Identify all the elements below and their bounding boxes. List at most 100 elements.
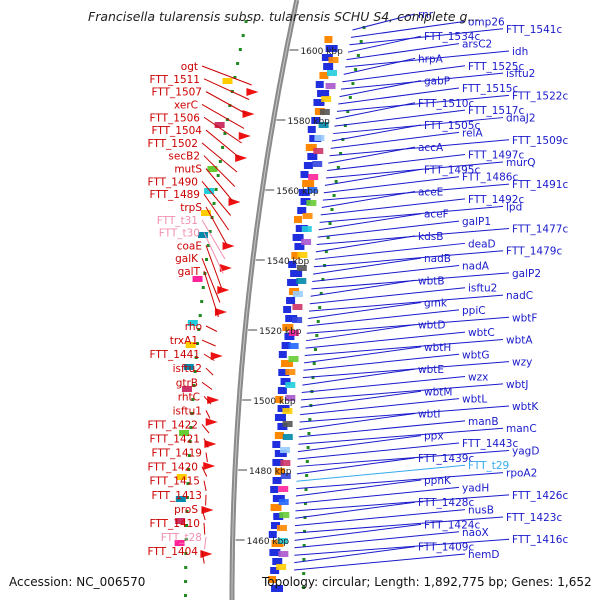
gene-label-right: kdsB <box>418 231 443 243</box>
gene-label-right: wbtJ <box>506 379 528 391</box>
leader-line-right <box>309 287 466 305</box>
gene-label-right: aceF <box>424 209 449 221</box>
gene-label-right: wbtH <box>424 342 451 354</box>
leader-line-right <box>308 294 504 312</box>
track-dot <box>346 110 350 113</box>
track-dot <box>192 384 196 387</box>
feature-block <box>272 558 283 565</box>
feature-block <box>207 166 218 172</box>
feature-block <box>280 447 291 453</box>
gene-label-right: FTT_1486c <box>462 172 518 184</box>
gene-label-right: hrpA <box>418 53 444 65</box>
feature-block <box>272 477 282 484</box>
feature-block <box>270 504 282 511</box>
feature-arrow-reverse <box>219 264 232 272</box>
track-dot <box>236 62 240 65</box>
leader-line-right <box>294 516 504 534</box>
gene-label-left: FTT_1504 <box>152 125 203 137</box>
feature-block <box>283 306 292 313</box>
leader-line-right <box>323 176 460 194</box>
feature-block <box>271 540 284 547</box>
feature-block <box>197 232 208 238</box>
feature-block <box>280 460 291 466</box>
feature-block <box>280 378 291 385</box>
feature-block <box>278 369 290 376</box>
track-dot <box>184 566 188 569</box>
gene-label-right: FTT_1479c <box>506 246 562 258</box>
track-dot <box>189 426 193 429</box>
feature-block <box>277 423 288 430</box>
leader-line-right <box>349 28 504 46</box>
leader-line-left <box>201 180 231 216</box>
track-dot <box>356 54 360 57</box>
feature-block <box>308 174 319 180</box>
feature-block <box>302 213 313 219</box>
leader-line-right <box>308 301 422 319</box>
track-dot <box>332 194 336 197</box>
track-dot <box>184 552 188 555</box>
gene-label-right: wbtM <box>424 386 452 398</box>
feature-block <box>326 70 337 76</box>
gene-label-right: galP1 <box>462 216 491 228</box>
track-dot <box>221 146 225 149</box>
track-dot <box>315 334 319 337</box>
tick-label: 1580 kbp <box>287 117 330 127</box>
leader-line-right <box>346 43 460 61</box>
feature-arrow-reverse <box>222 242 235 250</box>
gene-label-left: FTT_1415 <box>150 476 200 488</box>
leader-line-right <box>347 35 422 53</box>
track-dot <box>194 356 198 359</box>
leader-line-right <box>295 501 416 519</box>
feature-block <box>285 395 296 401</box>
gene-label-right: ppx <box>424 431 444 443</box>
gene-label-right: yagD <box>512 445 539 457</box>
gene-label-left: FTT_t30 <box>159 228 200 240</box>
feature-block <box>274 432 284 439</box>
track-dot <box>339 152 343 155</box>
feature-block <box>268 531 277 538</box>
feature-block <box>317 90 330 97</box>
feature-block <box>291 252 301 259</box>
leader-line-right <box>298 427 504 445</box>
leader-line-left <box>203 480 207 492</box>
leader-line-left <box>205 129 240 158</box>
gene-label-right: FTT_1492c <box>468 194 524 206</box>
feature-block <box>272 441 281 448</box>
feature-block <box>282 408 293 414</box>
track-dot <box>343 124 347 127</box>
gene-label-left: FTT_1419 <box>152 448 202 460</box>
track-dot <box>303 502 307 505</box>
feature-block <box>306 200 317 206</box>
leader-line-right <box>313 257 422 275</box>
feature-block <box>274 468 285 475</box>
gene-label-right: FTT_1522c <box>512 90 568 102</box>
feature-block <box>328 57 339 63</box>
leader-line-right <box>296 472 504 490</box>
feature-block <box>324 36 333 43</box>
feature-block <box>321 96 332 102</box>
backbone-highlight <box>231 0 298 600</box>
leader-line-left <box>201 466 208 477</box>
leader-line-right <box>295 486 460 504</box>
feature-block <box>325 45 338 52</box>
gene-label-left: FTT_1421 <box>150 434 200 446</box>
leader-line-left <box>203 270 219 318</box>
track-dot <box>306 446 310 449</box>
gene-label-right: lpd <box>506 201 522 213</box>
gene-label-left: FTT_1502 <box>148 138 198 150</box>
leader-line-left <box>203 193 230 231</box>
genome-backbone <box>229 0 300 600</box>
leader-line-right <box>339 80 422 98</box>
track-dot <box>316 320 320 323</box>
track-dot <box>184 538 188 541</box>
track-dot <box>359 40 363 43</box>
leader-line-left <box>203 536 207 550</box>
leader-line-left <box>201 142 238 173</box>
leader-line-right <box>307 309 460 327</box>
track-dot <box>233 76 237 79</box>
feature-block <box>313 99 325 106</box>
track-dot <box>305 460 309 463</box>
gene-label-right: wbtI <box>418 408 440 420</box>
feature-block <box>187 320 198 326</box>
track-dot <box>341 138 345 141</box>
